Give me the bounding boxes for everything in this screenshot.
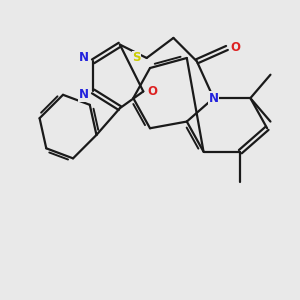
Text: S: S — [132, 52, 141, 64]
Text: O: O — [230, 41, 240, 54]
Text: N: N — [79, 88, 89, 101]
Text: N: N — [208, 92, 219, 105]
Text: N: N — [79, 52, 89, 64]
Text: O: O — [148, 85, 158, 98]
